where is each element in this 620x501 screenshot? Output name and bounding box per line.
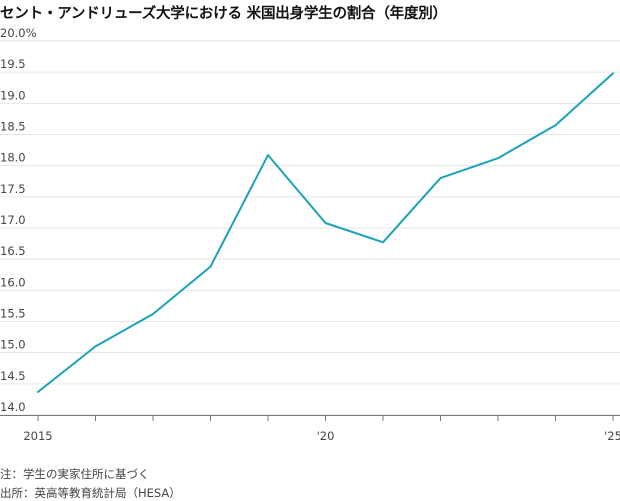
y-tick-label: 19.0 xyxy=(0,88,26,102)
y-tick-label: 14.5 xyxy=(0,369,26,383)
y-tick-label: 20.0% xyxy=(0,26,37,40)
x-axis: 2015 '20 '25 xyxy=(0,415,620,443)
series-line xyxy=(37,72,614,393)
source-note: 出所：英高等教育統計局（HESA） xyxy=(0,486,181,500)
x-tick-label: 2015 xyxy=(23,429,52,443)
data-point xyxy=(496,156,500,160)
data-point xyxy=(324,221,328,225)
y-tick-label: 16.0 xyxy=(0,275,26,289)
y-tick-label: 17.5 xyxy=(0,182,26,196)
y-axis-ticks: 20.0% 19.5 19.0 18.5 18.0 17.5 17.0 16.5 16.0 15.… xyxy=(0,26,37,414)
data-point xyxy=(36,390,40,394)
y-tick-label: 17.0 xyxy=(0,213,26,227)
y-tick-label: 16.5 xyxy=(0,244,26,258)
data-point xyxy=(209,265,213,269)
data-point xyxy=(439,176,443,180)
y-tick-label: 19.5 xyxy=(0,57,26,71)
gridlines xyxy=(0,40,620,416)
data-point xyxy=(554,123,558,127)
data-point xyxy=(266,153,270,157)
chart-title: セント・アンドリューズ大学における 米国出身学生の割合（年度別） xyxy=(0,6,447,22)
line-chart: 20.0% 19.5 19.0 18.5 18.0 17.5 17.0 16.5 16.0 15.… xyxy=(0,26,620,443)
y-tick-label: 18.5 xyxy=(0,120,26,134)
y-tick-label: 18.0 xyxy=(0,151,26,165)
y-tick-label: 15.0 xyxy=(0,338,26,352)
x-tick-label: '25 xyxy=(604,429,620,443)
y-tick-label: 14.0 xyxy=(0,400,26,414)
data-point xyxy=(611,71,615,75)
data-point xyxy=(381,240,385,244)
data-point xyxy=(151,312,155,316)
series-layer xyxy=(36,71,615,394)
footnote: 注：学生の実家住所に基づく xyxy=(0,467,150,481)
y-tick-label: 15.5 xyxy=(0,307,26,321)
data-point xyxy=(94,344,98,348)
x-tick-label: '20 xyxy=(317,429,335,443)
